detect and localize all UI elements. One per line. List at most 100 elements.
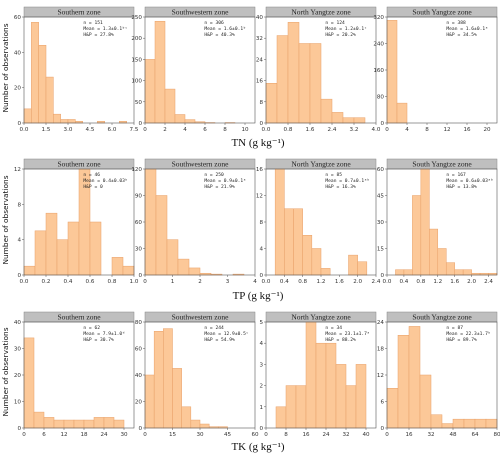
x-tick-label: 0.8 <box>284 127 293 133</box>
histogram-bar <box>181 406 192 429</box>
histogram-bar <box>395 269 405 276</box>
histogram-bar <box>463 418 476 429</box>
stat-line: Mean = 12.9±0.5ᶜ <box>204 331 248 337</box>
histogram-bar <box>67 221 80 276</box>
y-tick-label: 40 <box>14 50 22 56</box>
histogram-bar <box>386 388 399 429</box>
x-tick-label: 1.5 <box>42 127 51 133</box>
y-tick-label: 4 <box>17 238 21 244</box>
x-tick-label: 8 <box>425 127 429 133</box>
stat-line: n = 62 <box>83 325 100 331</box>
stat-line: n = 87 <box>446 325 463 331</box>
stat-line: Mean = 22.3±1.7ᵇ <box>446 331 490 337</box>
stat-line: Mean = 1.6±0.1ᵇ <box>204 26 246 32</box>
histogram-bar <box>23 337 35 429</box>
stat-line: n = 250 <box>204 172 224 178</box>
y-tick-label: 250 <box>131 15 142 21</box>
y-label-row-1: Number of observations <box>1 23 10 112</box>
histogram-bar <box>23 108 32 124</box>
y-tick-label: 24 <box>377 320 385 326</box>
x-tick-label: 45 <box>224 432 232 438</box>
x-tick-label: 4.0 <box>372 127 381 133</box>
histogram-bar <box>408 326 421 429</box>
histogram-bar <box>60 119 69 124</box>
stat-line: n = 124 <box>325 20 345 26</box>
stat-line: n = 306 <box>204 20 224 26</box>
y-tick-label: 8 <box>259 100 263 106</box>
stat-line: n = 388 <box>446 20 466 26</box>
histogram-bar <box>103 417 115 429</box>
histogram-bar <box>345 385 357 429</box>
x-tick-label: 7.5 <box>130 127 139 133</box>
histogram-bar <box>293 208 303 276</box>
y-tick-label: 0 <box>380 273 384 279</box>
stat-line: H&P = 40.3% <box>204 32 235 38</box>
zone-title: South Yangtze zone <box>412 7 472 16</box>
stat-line: Mean = 0.4±0.03ᵇ <box>83 178 127 184</box>
stat-line: n = 244 <box>204 325 224 331</box>
x-label-tp: TP (g kg⁻¹) <box>233 290 284 302</box>
y-tick-label: 0 <box>380 426 384 432</box>
x-tick-label: 4 <box>405 127 409 133</box>
zone-title: South Yangtze zone <box>412 312 472 321</box>
y-tick-label: 50 <box>135 100 143 106</box>
histogram-bar <box>67 119 76 124</box>
x-tick-label: 40 <box>362 432 370 438</box>
y-tick-label: 4 <box>259 341 263 347</box>
histogram-bar <box>43 417 55 429</box>
histogram-bar <box>311 248 322 276</box>
stat-line: n = 167 <box>446 172 466 178</box>
histogram-bar <box>177 258 190 276</box>
x-tick-label: 60 <box>251 432 259 438</box>
histogram-bar <box>45 212 58 276</box>
y-tick-label: 40 <box>135 373 143 379</box>
histogram-bar <box>83 419 95 429</box>
stat-line: H&P = 30.7% <box>83 337 114 343</box>
x-tick-label: 0.0 <box>20 127 29 133</box>
histogram-bar <box>474 418 487 429</box>
y-tick-label: 30 <box>14 347 22 353</box>
panel-tk-ny: North Yangtze zone 0 8 16 24 32 40 0 1 2 3 4 5 n = 34… <box>259 311 377 438</box>
y-tick-label: 10 <box>14 400 22 406</box>
y-tick-label: 160 <box>373 68 384 74</box>
histogram-bar <box>154 20 166 124</box>
histogram-bar <box>56 239 69 276</box>
stat-line: Mean = 1.2±0.1ᶜ <box>325 26 367 32</box>
histogram-bar <box>284 208 294 276</box>
x-tick-label: 1.6 <box>450 279 459 285</box>
y-tick-label: 60 <box>135 220 143 226</box>
histogram-bar <box>315 342 327 429</box>
plot-frame <box>265 16 377 124</box>
histogram-bar <box>63 419 75 429</box>
y-tick-label: 40 <box>14 320 22 326</box>
histogram-bar <box>287 22 300 124</box>
x-tick-label: 24 <box>100 432 108 438</box>
zone-title: Southwestern zone <box>172 159 230 168</box>
x-label-tn: TN (g kg⁻¹) <box>231 137 284 149</box>
x-tick-label: 1.2 <box>433 279 442 285</box>
stat-line: Mean = 1.6±0.1ᵃ <box>446 26 488 32</box>
x-tick-label: 0 <box>143 279 147 285</box>
x-tick-label: 2.4 <box>328 127 337 133</box>
y-tick-label: 0 <box>259 426 263 432</box>
histogram-bar <box>305 321 317 429</box>
y-tick-label: 30 <box>135 247 143 253</box>
stat-line: H&P = 0 <box>83 184 103 190</box>
histogram-bar <box>420 168 430 276</box>
y-tick-label: 45 <box>377 194 385 200</box>
y-tick-label: 3 <box>259 362 263 368</box>
y-tick-label: 200 <box>131 36 142 42</box>
y-tick-label: 120 <box>131 167 142 173</box>
x-tick-label: 8 <box>223 127 227 133</box>
histogram-bar <box>93 417 105 429</box>
x-tick-label: 0 <box>143 127 147 133</box>
y-tick-label: 1 <box>259 405 263 411</box>
y-tick-label: 100 <box>131 79 142 85</box>
y-tick-label: 20 <box>14 373 22 379</box>
zone-title: Southern zone <box>57 312 101 321</box>
x-tick-label: 0 <box>22 432 26 438</box>
histogram-bar <box>276 35 289 124</box>
zone-title: North Yangtze zone <box>291 312 351 321</box>
y-tick-label: 0 <box>138 426 142 432</box>
histogram-bar <box>144 374 155 429</box>
